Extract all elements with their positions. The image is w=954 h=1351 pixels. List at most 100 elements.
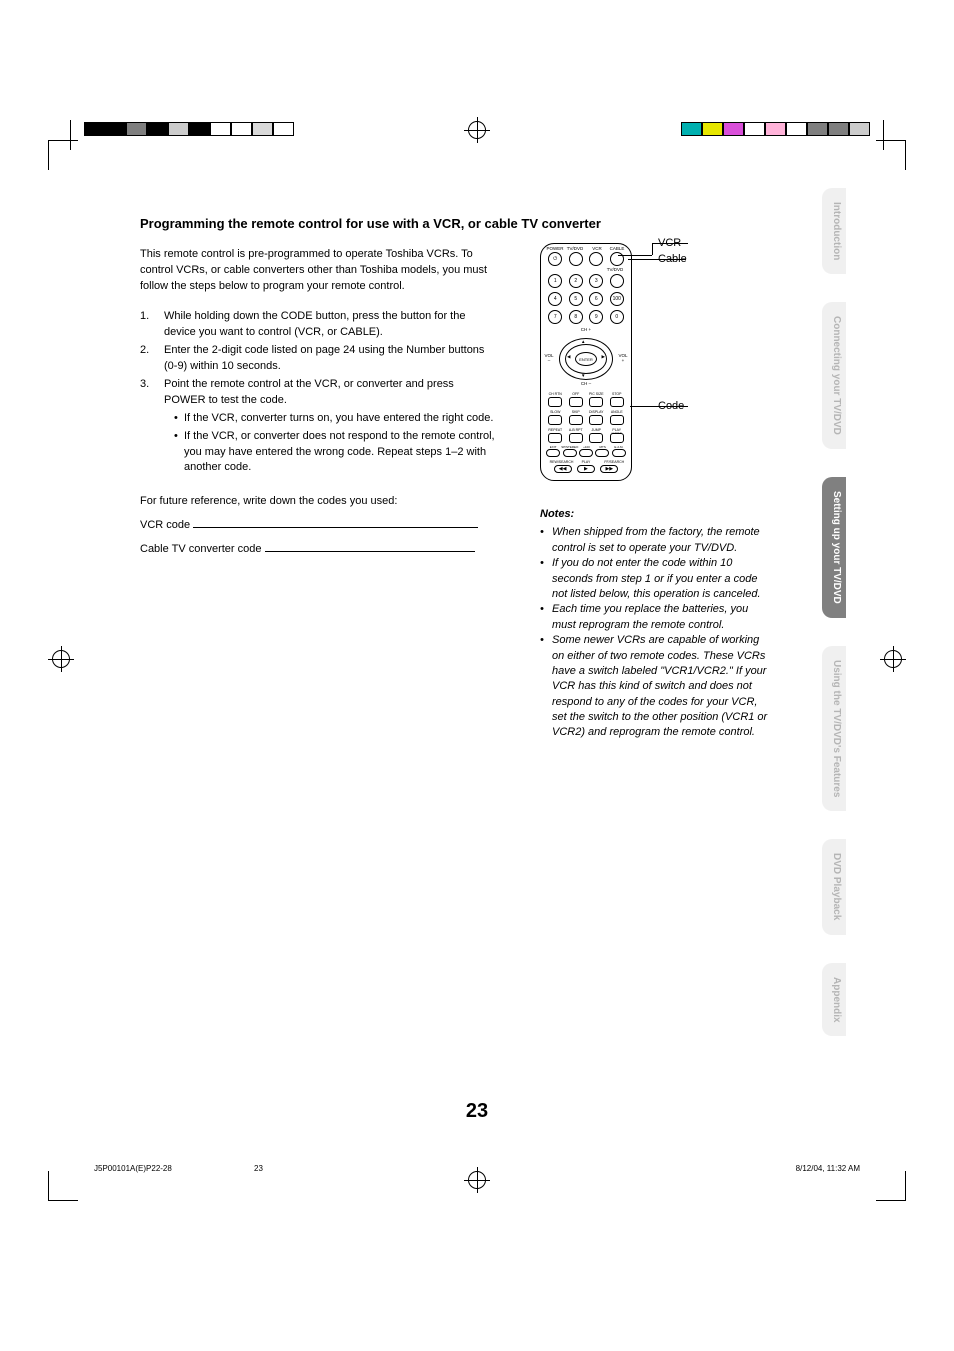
crop-mark (70, 120, 71, 150)
step-num: 3. (140, 377, 164, 409)
future-ref-text: For future reference, write down the cod… (140, 494, 495, 510)
registration-mark-icon (884, 650, 902, 668)
btn-label: REW/SEARCH (550, 460, 568, 464)
page-content: Programming the remote control for use w… (140, 215, 840, 566)
fn-button-icon (589, 433, 603, 443)
fn-button-icon (548, 397, 562, 407)
power-button-icon: ⏻ (548, 252, 562, 266)
color-swatch (105, 122, 126, 136)
btn-label: CH RTN (546, 392, 564, 396)
remote-outline: POWER TV/DVD VCR CABLE ⏻ TV/DVD 1 2 3 4 … (540, 243, 632, 481)
fn-button-icon (548, 415, 562, 425)
num-button-icon: 3 (589, 274, 603, 288)
label-cable: CABLE (608, 247, 626, 252)
btn-label: STOP (608, 392, 626, 396)
dpad-icon: ENTER ▲ ▼ ◀ ▶ (559, 338, 613, 380)
note-text: When shipped from the factory, the remot… (552, 525, 770, 556)
num-button-icon: 6 (589, 292, 603, 306)
fn-button-icon (595, 449, 609, 457)
enter-button-icon: ENTER (575, 352, 597, 366)
color-swatch (765, 122, 786, 136)
fn-button-icon (563, 449, 577, 457)
btn-label: FF/SEARCH (604, 460, 622, 464)
substep-text: If the VCR, converter turns on, you have… (184, 411, 493, 427)
fn-button-icon (612, 449, 626, 457)
color-swatch (84, 122, 105, 136)
vcr-code-label: VCR code (140, 519, 190, 531)
crop-mark (876, 1171, 906, 1201)
label-vcr: VCR (588, 247, 606, 252)
callout-code: Code (658, 400, 684, 412)
color-swatch (702, 122, 723, 136)
num-button-icon: 0 (610, 310, 624, 324)
label-vol-plus: VOL + (617, 354, 629, 363)
num-button-icon: 100 (610, 292, 624, 306)
rew-button-icon: ◀◀ (554, 465, 572, 473)
fn-button-icon (548, 433, 562, 443)
color-swatch (723, 122, 744, 136)
color-swatch (807, 122, 828, 136)
btn-label: PIC SIZE (587, 392, 605, 396)
fn-button-icon (569, 433, 583, 443)
color-swatch (681, 122, 702, 136)
fn-button-icon (569, 415, 583, 425)
fn-button-icon (610, 415, 624, 425)
registration-mark-icon (52, 650, 70, 668)
ff-button-icon: ▶▶ (600, 465, 618, 473)
note-item: •Some newer VCRs are capable of working … (540, 633, 770, 741)
crop-mark (883, 120, 884, 150)
btn-label: OFF (567, 392, 585, 396)
steps-list: 1.While holding down the CODE button, pr… (140, 309, 495, 476)
left-column: This remote control is pre-programmed to… (140, 247, 495, 558)
section-tab: DVD Playback (822, 839, 846, 934)
step-num: 2. (140, 343, 164, 375)
footer-meta: J5P00101A(E)P22-28 23 8/12/04, 11:32 AM (94, 1164, 860, 1173)
note-item: •When shipped from the factory, the remo… (540, 525, 770, 556)
notes-list: •When shipped from the factory, the remo… (540, 525, 770, 740)
label-tvdvd: TV/DVD (566, 247, 584, 252)
registration-mark-icon (468, 1171, 486, 1189)
color-swatch (252, 122, 273, 136)
num-button-icon: 2 (569, 274, 583, 288)
blank-line (265, 542, 475, 552)
num-button-icon: 4 (548, 292, 562, 306)
vcr-button-icon (589, 252, 603, 266)
color-swatch (849, 122, 870, 136)
color-swatch (744, 122, 765, 136)
step-num: 1. (140, 309, 164, 341)
fn-button-icon (546, 449, 560, 457)
num-button-icon: 9 (589, 310, 603, 324)
label-chdown: CH – (541, 382, 631, 387)
callout-line (618, 255, 652, 256)
cable-code-line: Cable TV converter code (140, 542, 495, 558)
step-text: Point the remote control at the VCR, or … (164, 377, 495, 409)
cable-code-label: Cable TV converter code (140, 543, 261, 555)
crop-mark (48, 1171, 78, 1201)
color-bar-left (84, 122, 294, 136)
callout-cable: Cable (658, 253, 687, 265)
fn-button-icon (610, 433, 624, 443)
note-text: Some newer VCRs are capable of working o… (552, 633, 770, 741)
code-button-icon (610, 274, 624, 288)
label-tvdvd2: TV/DVD (603, 268, 627, 273)
num-button-icon: 5 (569, 292, 583, 306)
crop-mark (876, 140, 906, 170)
note-item: •Each time you replace the batteries, yo… (540, 602, 770, 633)
section-tab: Appendix (822, 963, 846, 1037)
notes-section: Notes: •When shipped from the factory, t… (540, 507, 770, 741)
note-text: Each time you replace the batteries, you… (552, 602, 770, 633)
color-swatch (273, 122, 294, 136)
crop-mark (48, 140, 78, 170)
fn-button-icon (579, 449, 593, 457)
color-swatch (210, 122, 231, 136)
color-bar-right (681, 122, 870, 136)
color-swatch (168, 122, 189, 136)
callout-line (652, 243, 653, 255)
fn-button-icon (589, 397, 603, 407)
num-button-icon: 7 (548, 310, 562, 324)
step-text: While holding down the CODE button, pres… (164, 309, 495, 341)
play-button-icon: ▶ (577, 465, 595, 473)
section-tab: Using the TV/DVD's Features (822, 646, 846, 811)
footer-page: 23 (254, 1164, 263, 1173)
step-item: 3.Point the remote control at the VCR, o… (140, 377, 495, 409)
